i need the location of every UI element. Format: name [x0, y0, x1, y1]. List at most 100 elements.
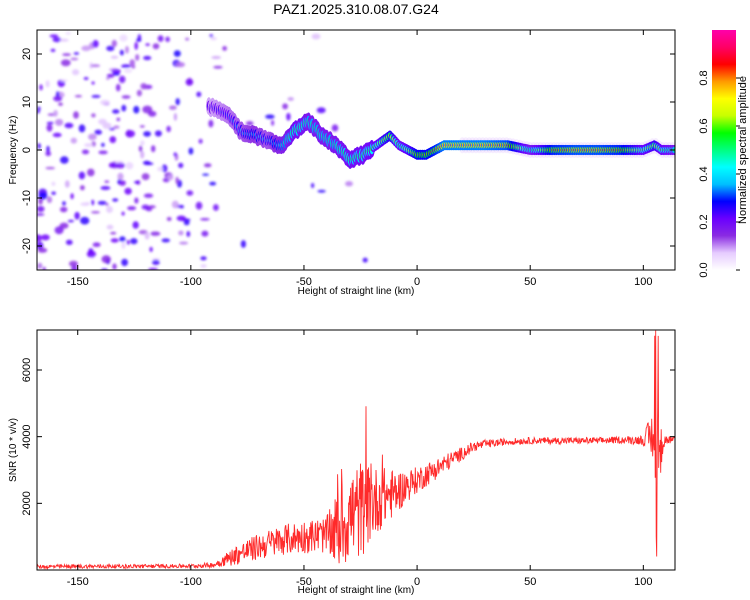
spectrogram-noise-cell	[37, 234, 42, 242]
spectrogram-noise-cell	[173, 50, 181, 57]
spectrogram-noise-cell	[37, 106, 41, 111]
spectrogram-noise-cell	[86, 250, 96, 258]
spectrogram-noise-cell	[92, 40, 99, 48]
spectrogram-noise-cell	[143, 131, 152, 137]
spectrogram-noise-cell	[78, 124, 86, 133]
colorbar-tick-label: 0.0	[698, 262, 710, 277]
spectrogram-noise-cell	[98, 118, 107, 125]
spectrogram-noise-cell	[115, 83, 121, 92]
spectrogram-noise-cell	[151, 145, 156, 153]
colorbar-label: Normalized spectral amplitude	[737, 76, 749, 224]
spectrogram-noise-cell	[81, 149, 90, 155]
spectrogram-noise-cell	[140, 83, 147, 90]
spectrogram-noise-cell	[175, 98, 180, 106]
spectrogram-noise-cell	[38, 197, 43, 205]
spectrogram-noise-cell	[140, 150, 145, 159]
spectrogram-noise-cell	[118, 180, 126, 186]
spectrogram-xtick-label: 100	[634, 276, 652, 288]
spectrogram-noise-cell	[121, 211, 125, 216]
spectrogram-noise-cell	[317, 189, 326, 193]
snr-xtick-label: 100	[634, 576, 652, 588]
spectrogram-noise-cell	[112, 109, 120, 114]
spectrogram-xtick-label: 0	[414, 276, 420, 288]
spectrogram-noise-cell	[37, 213, 45, 216]
spectrogram-noise-cell	[106, 206, 113, 213]
spectrogram-noise-cell	[161, 238, 171, 243]
spectrogram-noise-cell	[196, 91, 202, 98]
spectrogram-noise-cell	[154, 130, 162, 137]
spectrogram-noise-cell	[110, 231, 117, 235]
spectrogram-noise-cell	[92, 242, 101, 247]
spectrogram-noise-cell	[138, 145, 143, 152]
spectrogram-noise-cell	[106, 224, 114, 230]
spectrogram-noise-cell	[109, 136, 117, 144]
spectrogram-noise-cell	[119, 34, 128, 42]
snr-ticks: -150 -100 -50 0 50 100 2000 4000 6000	[21, 330, 675, 588]
figure-title: PAZ1.2025.310.08.07.G24	[273, 1, 439, 17]
spectrogram-noise-cell	[213, 65, 223, 69]
spectrogram-noise-cell	[186, 190, 194, 196]
spectrogram-noise-cell	[175, 61, 185, 68]
spectrogram-noise-cell	[119, 236, 126, 242]
spectrogram-noise-cell	[124, 187, 132, 195]
spectrogram-noise-cell	[136, 89, 142, 97]
spectrogram-noise-cell	[125, 46, 129, 54]
spectrogram-noise-cell	[67, 219, 74, 223]
spectrogram-noise-cell	[69, 260, 78, 267]
spectrogram-noise-cell	[52, 37, 62, 43]
spectrogram-noise-cell	[98, 150, 108, 155]
spectrogram-noise-cell	[54, 226, 64, 235]
spectrogram-marks	[37, 32, 675, 270]
spectrogram-noise-cell	[178, 162, 184, 169]
snr-frame	[36, 329, 676, 571]
spectrogram-noise-cell	[188, 147, 194, 155]
spectrogram-noise-cell	[112, 198, 119, 202]
spectrogram-noise-cell	[51, 191, 56, 195]
spectrogram-ytick-label: -10	[21, 190, 33, 206]
spectrogram-noise-cell	[51, 181, 56, 186]
spectrogram-xtick-label: -50	[296, 276, 312, 288]
spectrogram-noise-cell	[64, 122, 74, 129]
spectrogram-noise-cell	[105, 202, 109, 207]
spectrogram-noise-cell	[45, 151, 51, 157]
spectrogram-ytick-label: 10	[21, 96, 33, 108]
spectrogram-noise-cell	[113, 125, 120, 129]
spectrogram-noise-cell	[108, 127, 115, 131]
snr-xtick-label: -100	[180, 576, 202, 588]
spectrogram-noise-cell	[60, 206, 68, 213]
spectrogram-ytick-label: -20	[21, 238, 33, 254]
spectrogram-noise-cell	[91, 94, 101, 98]
spectrogram-xtick-label: 50	[524, 276, 536, 288]
spectrogram-noise-cell	[175, 176, 179, 185]
spectrogram-noise-cell	[46, 196, 53, 204]
spectrogram-noise-cell	[209, 34, 214, 38]
spectrogram-ylabel: Frequency (Hz)	[8, 116, 19, 185]
colorbar-scale	[712, 30, 736, 270]
colorbar-ticks: 0.0 0.2 0.4 0.6 0.8	[698, 70, 740, 278]
spectrogram-noise-cell	[121, 104, 127, 112]
spectrogram-noise-cell	[65, 239, 73, 245]
spectrogram-noise-cell	[165, 36, 170, 42]
spectrogram-noise-cell	[72, 69, 80, 76]
spectrogram-noise-cell	[311, 182, 315, 189]
spectrogram-noise-cell	[152, 259, 160, 265]
spectrogram-noise-cell	[157, 35, 164, 42]
spectrogram-noise-cell	[111, 39, 118, 48]
snr-ytick-label: 6000	[21, 358, 33, 382]
spectrogram-noise-cell	[171, 200, 179, 209]
spectrogram-noise-cell	[117, 172, 124, 181]
spectrogram-noise-cell	[106, 45, 115, 52]
spectrogram-noise-cell	[152, 43, 160, 50]
spectrogram-noise-cell	[202, 173, 210, 176]
spectrogram-noise-cell	[83, 77, 89, 80]
spectrogram-noise-cell	[91, 81, 95, 85]
spectrogram-noise-cell	[37, 143, 41, 150]
spectrogram-noise-cell	[148, 267, 158, 270]
spectrogram-noise-cell	[179, 241, 189, 245]
spectrogram-noise-cell	[311, 33, 321, 40]
spectrogram-noise-cell	[78, 171, 86, 180]
spectrogram-noise-cell	[70, 193, 74, 200]
spectrogram-noise-cell	[169, 105, 177, 110]
